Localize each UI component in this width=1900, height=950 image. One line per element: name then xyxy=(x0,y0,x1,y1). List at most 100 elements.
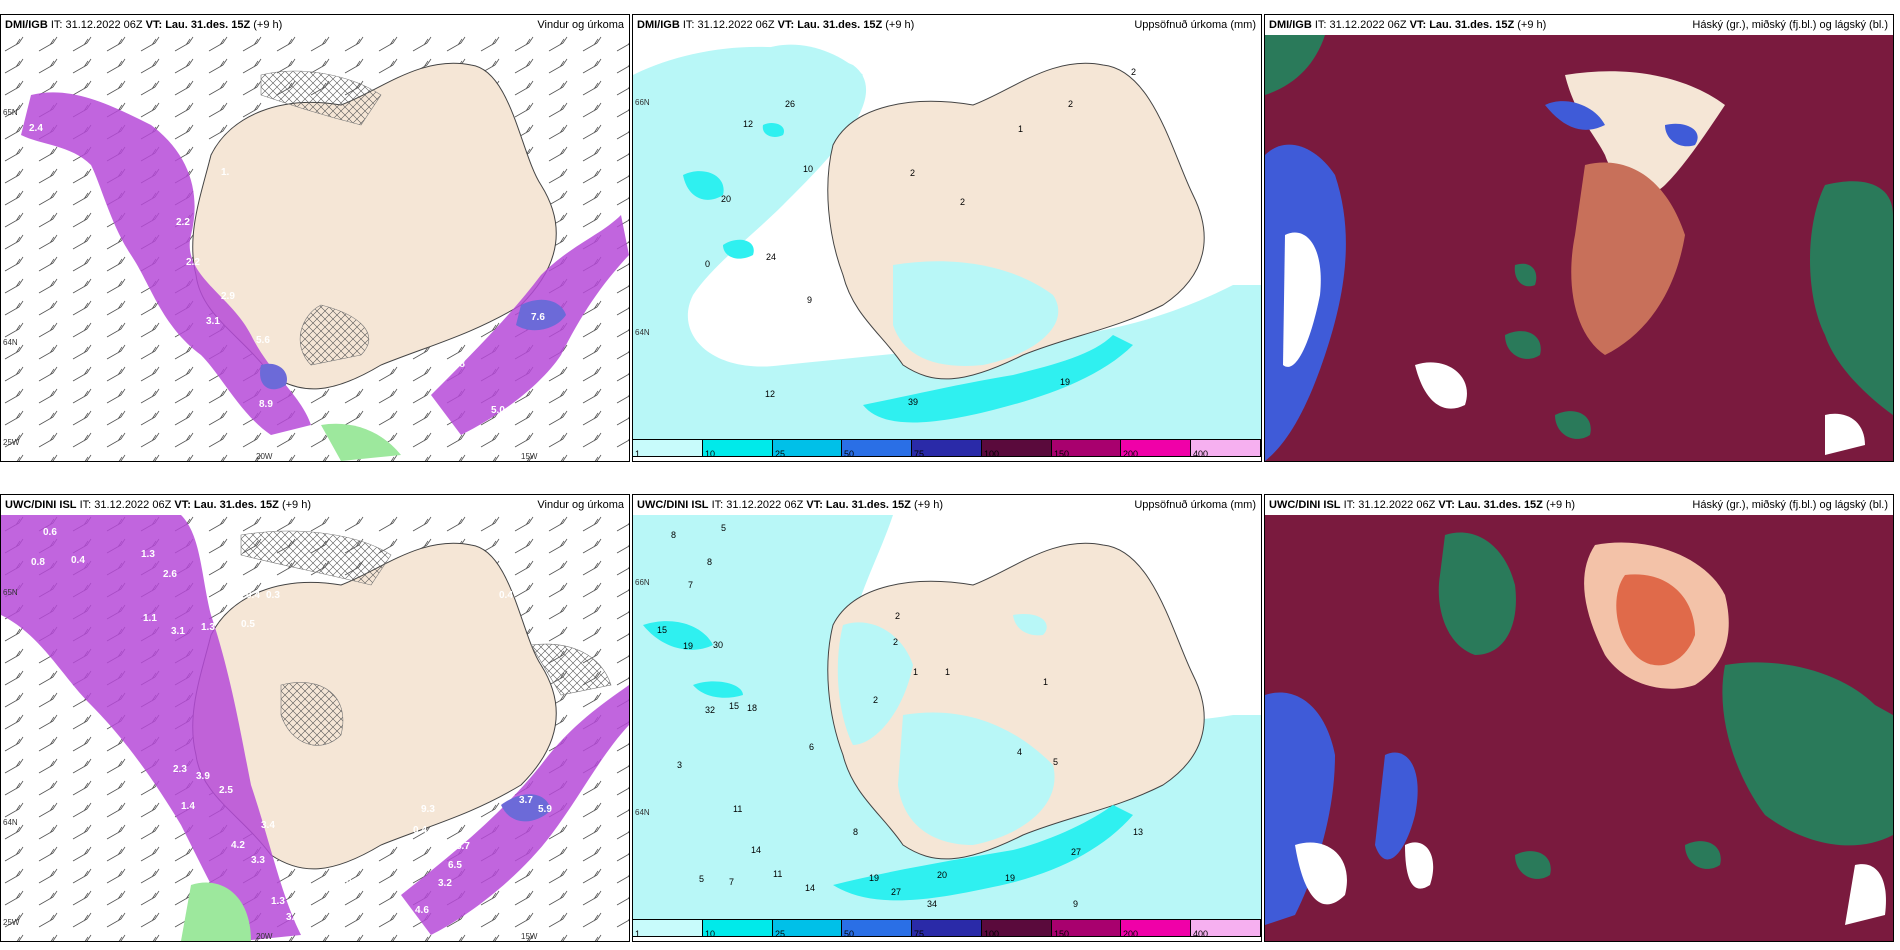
value-label: 15 xyxy=(657,625,667,635)
value-label: 10 xyxy=(803,164,813,174)
value-label: 2.5 xyxy=(219,785,233,796)
legend-label: 150 xyxy=(1054,449,1070,459)
value-label: 3.9 xyxy=(196,771,210,782)
variable-name: Vindur og úrkoma xyxy=(537,19,624,31)
map-clouds xyxy=(1265,35,1893,461)
panel-header: DMI/IGB IT: 31.12.2022 06Z VT: Lau. 31.d… xyxy=(1265,15,1893,35)
value-label: 2.2 xyxy=(186,257,200,268)
value-label: 1.3 xyxy=(141,549,155,560)
value-label: 5 xyxy=(699,874,704,884)
value-label: 0.4 xyxy=(499,590,513,601)
legend-swatch xyxy=(1191,920,1261,936)
value-label: 7 xyxy=(729,877,734,887)
value-label: 6 xyxy=(809,742,814,752)
value-label: 2 xyxy=(873,695,878,705)
init-time: IT: 31.12.2022 06Z xyxy=(50,19,143,31)
value-label: 0.3 xyxy=(266,590,280,601)
value-label: 7 xyxy=(688,580,693,590)
variable-name: Uppsöfnuð úrkoma (mm) xyxy=(1134,19,1256,31)
legend-bar xyxy=(633,439,1261,457)
value-label: 5 xyxy=(721,523,726,533)
legend-label: 10 xyxy=(705,929,716,939)
legend-label: 50 xyxy=(844,929,855,939)
panel-header: UWC/DINI ISL IT: 31.12.2022 06Z VT: Lau.… xyxy=(1,495,629,515)
value-label: 19 xyxy=(1060,377,1070,387)
value-label: 2.1 xyxy=(161,115,175,126)
legend-swatch xyxy=(912,440,982,456)
precip-color-legend: 1 10 25 50 75 100 150 200 400 xyxy=(633,435,1261,461)
value-label: 39 xyxy=(908,397,918,407)
value-label: 4 xyxy=(1017,747,1022,757)
value-label: 11 xyxy=(733,804,742,814)
value-label: 2.9 xyxy=(221,291,235,302)
variable-name: Háský (gr.), miðský (fj.bl.) og lágský (… xyxy=(1692,499,1888,511)
value-label: 0.3 xyxy=(346,908,360,919)
clear-center xyxy=(1565,71,1725,194)
value-label: 30 xyxy=(713,640,723,650)
legend-swatch xyxy=(1051,920,1122,936)
legend-label: 400 xyxy=(1193,449,1209,459)
model-name: UWC/DINI ISL xyxy=(5,499,77,511)
value-label: 18 xyxy=(747,703,757,713)
legend-label: 50 xyxy=(844,449,855,459)
value-label: 3.1 xyxy=(206,316,220,327)
value-label: 2.3 xyxy=(173,764,187,775)
axis-label: 66N xyxy=(635,98,650,107)
precip-light-inland xyxy=(893,261,1059,366)
lead-time: (+9 h) xyxy=(913,499,944,511)
value-label: 24 xyxy=(766,252,776,262)
value-label: 2.4 xyxy=(29,123,43,134)
value-label: 9 xyxy=(807,295,812,305)
panel-wind-precip-uwc: UWC/DINI ISL IT: 31.12.2022 06Z VT: Lau.… xyxy=(0,494,630,942)
variable-name: Uppsöfnuð úrkoma (mm) xyxy=(1134,499,1256,511)
legend-swatch xyxy=(633,440,703,456)
valid-time: VT: Lau. 31.des. 15Z xyxy=(1438,499,1543,511)
value-label: 2.1 xyxy=(241,451,255,461)
legend-swatch xyxy=(1121,920,1192,936)
precip-core-west xyxy=(260,363,287,390)
value-label: 20 xyxy=(937,870,947,880)
init-time: IT: 31.12.2022 06Z xyxy=(79,499,172,511)
value-label: 0.8 xyxy=(451,359,465,370)
axis-label: 64N xyxy=(635,808,650,817)
high-cloud-northwest xyxy=(1265,35,1325,95)
model-name: UWC/DINI ISL xyxy=(1269,499,1341,511)
map-accum-precip: 26 12 10 20 2 2 2 1 0 24 9 12 19 39 2 66… xyxy=(633,35,1261,441)
valid-time: VT: Lau. 31.des. 15Z xyxy=(145,19,251,31)
value-label: 7.6 xyxy=(531,312,545,323)
value-label: 1.3 xyxy=(201,622,215,633)
axis-label: 25W xyxy=(3,918,20,927)
legend-swatch xyxy=(981,440,1052,456)
clear-west xyxy=(1283,232,1321,367)
precip-band-west xyxy=(1,515,301,941)
value-label: 3.1 xyxy=(286,912,300,923)
value-label: 4.2 xyxy=(434,437,448,448)
value-label: 20 xyxy=(721,194,731,204)
axis-label: 65N xyxy=(3,588,18,597)
precip-med-patches xyxy=(643,621,1133,901)
valid-time: VT: Lau. 31.des. 15Z xyxy=(806,499,911,511)
panel-header: UWC/DINI ISL IT: 31.12.2022 06Z VT: Lau.… xyxy=(633,495,1261,515)
precip-green-south xyxy=(181,882,251,941)
variable-name: Háský (gr.), miðský (fj.bl.) og lágský (… xyxy=(1692,19,1888,31)
value-label: 19 xyxy=(683,641,693,651)
value-label: 3.7 xyxy=(519,795,533,806)
value-label: 1 xyxy=(913,667,918,677)
lead-time: (+9 h) xyxy=(253,19,283,31)
value-label: 1 xyxy=(1043,677,1048,687)
value-label: 2 xyxy=(895,611,900,621)
value-label: 0.5 xyxy=(241,619,255,630)
axis-label: 25W xyxy=(3,438,20,447)
low-cloud-south xyxy=(1375,752,1418,860)
panel-header: DMI/IGB IT: 31.12.2022 06Z VT: Lau. 31.d… xyxy=(1,15,629,35)
lead-time: (+9 h) xyxy=(1517,19,1547,31)
high-cloud-patches xyxy=(1515,841,1721,879)
value-label: 2 xyxy=(960,197,965,207)
low-cloud-north xyxy=(1545,101,1698,147)
precip-green-south xyxy=(321,423,401,461)
value-label: 19 xyxy=(869,873,879,883)
value-label: 1.3 xyxy=(271,896,285,907)
value-label: 1.1 xyxy=(143,613,157,624)
value-label: 4.2 xyxy=(231,840,245,851)
legend-label: 25 xyxy=(775,449,786,459)
